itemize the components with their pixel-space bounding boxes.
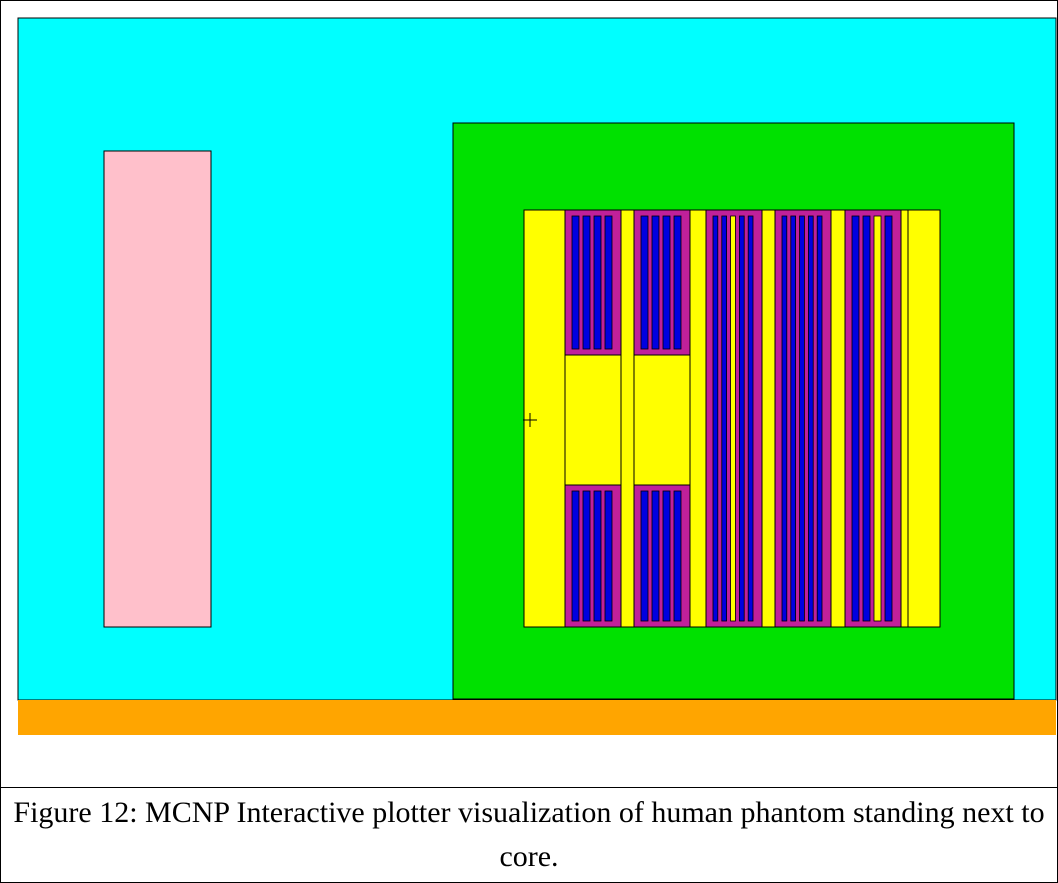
assembly-4 xyxy=(774,209,832,628)
fuel-plate xyxy=(884,215,893,622)
concrete-floor xyxy=(18,700,1056,735)
fuel-plate xyxy=(747,215,754,622)
figure-caption: Figure 12: MCNP Interactive plotter visu… xyxy=(13,796,1045,873)
fuel-assemblies xyxy=(564,209,909,628)
fuel-plate xyxy=(781,215,788,622)
fuel-plate xyxy=(640,215,649,350)
fuel-plate xyxy=(582,215,591,350)
fuel-plate xyxy=(640,490,649,622)
fuel-plate xyxy=(651,215,660,350)
caption-divider xyxy=(0,787,1058,788)
water-channel xyxy=(730,215,736,622)
fuel-plate xyxy=(593,215,602,350)
assembly-1 xyxy=(564,209,622,628)
fuel-plate xyxy=(604,490,613,622)
fuel-plate xyxy=(582,490,591,622)
assembly-5 xyxy=(844,209,902,628)
fuel-plate xyxy=(593,490,602,622)
fuel-plate xyxy=(673,490,682,622)
assembly-2 xyxy=(633,209,691,628)
fuel-plate xyxy=(712,215,719,622)
fuel-plate xyxy=(790,215,796,622)
fuel-plate xyxy=(662,490,671,622)
fuel-plate xyxy=(816,215,823,622)
fuel-plate xyxy=(808,215,814,622)
fuel-plate xyxy=(862,215,871,622)
assembly-3 xyxy=(705,209,763,628)
fuel-plate xyxy=(739,215,745,622)
human-phantom xyxy=(103,150,212,628)
fuel-plate xyxy=(851,215,860,622)
fuel-plate xyxy=(571,490,580,622)
water-channel xyxy=(873,215,882,622)
cursor-cross-marker xyxy=(523,413,537,427)
fuel-plate xyxy=(604,215,613,350)
fuel-plate xyxy=(662,215,671,350)
mcnp-geometry-plot xyxy=(17,17,1057,735)
fuel-plate xyxy=(799,215,805,622)
fuel-plate xyxy=(673,215,682,350)
fuel-plate xyxy=(721,215,727,622)
control-rod-region xyxy=(564,354,622,486)
fuel-plate xyxy=(651,490,660,622)
control-rod-region xyxy=(633,354,691,486)
fuel-plate xyxy=(571,215,580,350)
